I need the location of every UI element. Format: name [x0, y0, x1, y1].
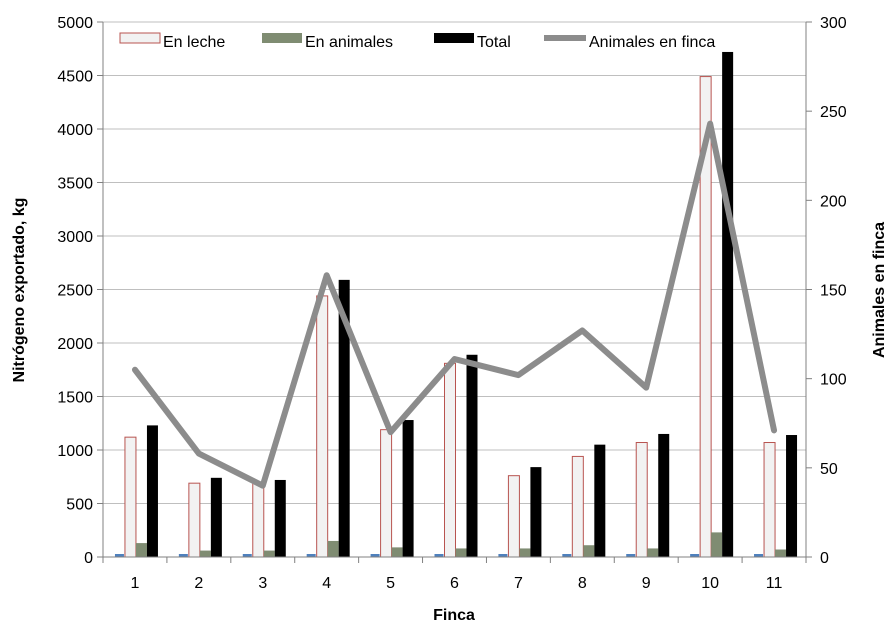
x-tick-label: 5	[386, 575, 395, 592]
legend-label: En animales	[305, 34, 393, 51]
bar-baseline	[434, 554, 444, 557]
y-tick-label: 1000	[57, 443, 93, 460]
x-tick-label: 4	[322, 575, 331, 592]
x-tick-label: 3	[258, 575, 267, 592]
bar-total	[786, 435, 798, 557]
bar-total	[146, 425, 158, 557]
bar-baseline	[306, 554, 316, 557]
y-tick-label: 500	[66, 497, 93, 514]
bar-baseline	[626, 554, 636, 557]
bar-baseline	[754, 554, 764, 557]
y-tick-label: 2000	[57, 336, 93, 353]
bar-total	[402, 420, 414, 557]
bar-en-leche	[507, 475, 520, 558]
bar-baseline	[242, 554, 252, 557]
legend-label: Animales en finca	[589, 34, 715, 51]
legend-swatch	[434, 33, 474, 43]
y-tick-label: 4000	[57, 122, 93, 139]
bar-baseline	[114, 554, 124, 557]
left-y-tick-labels: 0 500 1000 1500 2000 2500 3000 3500 4000 4500 5000	[57, 15, 93, 567]
x-tick-label: 11	[766, 575, 783, 592]
x-tick-label: 9	[642, 575, 651, 592]
x-tick-label: 8	[578, 575, 587, 592]
x-tick-label: 7	[514, 575, 523, 592]
bar-en-animales	[135, 543, 147, 557]
y-tick-label: 5000	[57, 15, 93, 32]
bars-layer	[114, 51, 798, 558]
bar-total	[722, 51, 734, 558]
bar-total	[466, 354, 478, 557]
bar-baseline	[178, 554, 188, 557]
y2-tick-label: 200	[820, 193, 847, 210]
bar-en-animales	[711, 532, 723, 557]
bar-en-animales	[263, 550, 275, 557]
y-tick-label: 0	[84, 550, 93, 567]
bar-en-leche	[635, 442, 648, 558]
y-axis-title: Nitrógeno exportado, kg	[11, 198, 28, 383]
bar-baseline	[562, 554, 572, 557]
bar-baseline	[690, 554, 700, 557]
y-tick-label: 3000	[57, 229, 93, 246]
bar-baseline	[370, 554, 380, 557]
bar-en-animales	[647, 548, 659, 557]
bar-total	[210, 477, 222, 557]
x-tick-label: 6	[450, 575, 459, 592]
legend-label: Total	[477, 34, 511, 51]
bar-total	[530, 467, 542, 557]
x-tick-label: 2	[194, 575, 203, 592]
gridlines	[103, 21, 806, 504]
y-tick-label: 4500	[57, 69, 93, 86]
bar-en-leche	[124, 436, 137, 558]
y-tick-label: 2500	[57, 283, 93, 300]
bar-total	[658, 433, 670, 557]
y2-tick-label: 100	[820, 372, 847, 389]
bar-en-leche	[252, 481, 265, 558]
legend-swatch	[119, 32, 161, 44]
y2-tick-label: 0	[820, 550, 829, 567]
bar-baseline	[498, 554, 508, 557]
axes-layer	[97, 21, 812, 563]
bar-total	[594, 444, 606, 557]
legend-label: En leche	[163, 34, 225, 51]
bar-en-leche	[571, 455, 584, 558]
legend: En leche En animales Total Animales en finc…	[119, 32, 715, 51]
y2-tick-label: 150	[820, 283, 847, 300]
bar-en-leche	[316, 295, 329, 558]
x-tick-labels: 1 2 3 4 5 6 7 8 9 10 11	[131, 575, 783, 592]
y-tick-label: 1500	[57, 390, 93, 407]
bar-total	[338, 279, 350, 557]
bar-en-animales	[199, 550, 211, 557]
y2-tick-label: 50	[820, 461, 838, 478]
line-animales-en-finca	[131, 120, 778, 489]
bar-en-leche	[380, 429, 393, 558]
bar-en-animales	[583, 545, 595, 557]
bar-en-leche	[763, 442, 776, 558]
bar-total	[274, 479, 286, 557]
y2-tick-label: 300	[820, 15, 847, 32]
line-layer	[131, 120, 778, 489]
y2-tick-label: 250	[820, 104, 847, 121]
x-axis-title: Finca	[433, 607, 475, 624]
bar-en-leche	[188, 482, 201, 558]
bar-en-animales	[519, 548, 531, 557]
bar-en-leche	[444, 362, 456, 558]
y2-axis-title: Animales en finca	[871, 222, 888, 358]
bar-en-animales	[455, 548, 467, 557]
bar-en-animales	[327, 540, 339, 557]
x-tick-label: 1	[131, 575, 140, 592]
legend-swatch	[262, 33, 302, 43]
bar-en-animales	[775, 549, 787, 557]
bar-en-animales	[391, 547, 403, 557]
x-tick-label: 10	[701, 575, 719, 592]
y-tick-label: 3500	[57, 176, 93, 193]
right-y-tick-labels: 0 50 100 150 200 250 300	[820, 15, 847, 567]
